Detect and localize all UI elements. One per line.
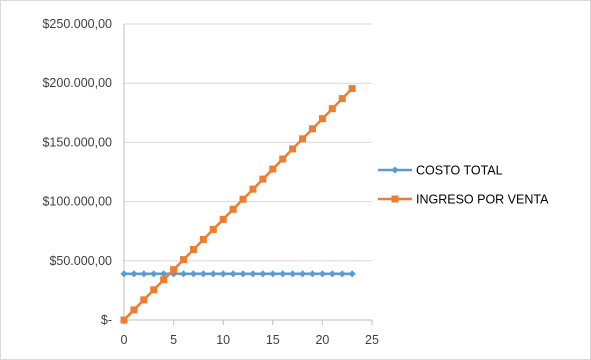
data-point-diamond [170,270,178,278]
x-tick-label: 25 [365,333,379,347]
data-point-square [219,215,227,223]
y-tick-label: $200.000,00 [42,76,112,90]
data-point-square [209,225,217,233]
gridlines [124,23,372,262]
data-point-diamond [120,270,128,278]
data-point-diamond [308,270,317,278]
data-point-square [328,105,336,113]
data-point-diamond [179,270,188,278]
data-point-diamond [269,270,277,278]
x-tick-label: 20 [315,333,329,347]
data-point-square [289,145,297,153]
data-point-square [130,306,138,314]
data-point-diamond [130,270,138,278]
data-point-square [229,205,237,213]
data-point-diamond [249,270,257,278]
data-point-square [199,235,207,243]
data-point-square [308,125,316,133]
data-point-square [279,155,287,163]
x-tick-label: 5 [170,333,177,347]
data-point-square [180,256,188,264]
data-point-diamond [328,270,336,278]
data-point-square [160,276,168,284]
data-point-square [189,246,197,254]
data-point-square [348,85,356,93]
data-point-square [299,135,307,143]
data-point-square [249,185,257,193]
data-point-square [239,195,247,203]
series-line-2 [123,87,354,321]
data-point-diamond [160,270,168,278]
y-tick-label: $- [101,313,112,327]
data-point-diamond [239,270,247,278]
y-tick-label: $50.000,00 [49,254,112,268]
data-point-diamond [140,270,148,278]
data-point-diamond [199,270,207,278]
legend-label: COSTO TOTAL [416,164,503,178]
data-point-diamond [289,270,297,278]
data-point-square [150,286,158,294]
axes: $- $50.000,00 $100.000,00 $150.000,00 $200.0… [42,17,379,347]
data-point-diamond [189,270,198,278]
legend-marker-square [391,195,399,203]
data-point-diamond [318,270,326,278]
x-tick-label: 15 [266,333,280,347]
data-point-diamond [259,270,267,278]
series [120,85,356,324]
data-point-diamond [219,270,227,278]
data-point-square [338,95,346,103]
x-tick-label: 0 [121,333,128,347]
data-point-square [120,316,128,324]
data-point-square [140,296,148,304]
y-tick-label: $250.000,00 [42,17,112,31]
data-point-diamond [209,270,217,278]
y-tick-label: $100.000,00 [42,195,112,209]
data-point-square [259,175,267,183]
data-point-square [318,115,326,123]
legend-marker-diamond [391,166,399,174]
data-point-diamond [229,270,237,278]
legend-label: INGRESO POR VENTA [416,193,549,207]
legend: COSTO TOTAL INGRESO POR VENTA [378,164,549,207]
x-tick-label: 10 [216,333,230,347]
data-point-diamond [150,270,158,278]
data-point-square [269,165,277,173]
data-point-diamond [348,270,356,278]
data-point-diamond [279,270,287,278]
data-point-square [170,266,178,274]
data-point-diamond [338,270,346,278]
y-tick-label: $150.000,00 [42,135,112,149]
data-point-diamond [298,270,307,278]
